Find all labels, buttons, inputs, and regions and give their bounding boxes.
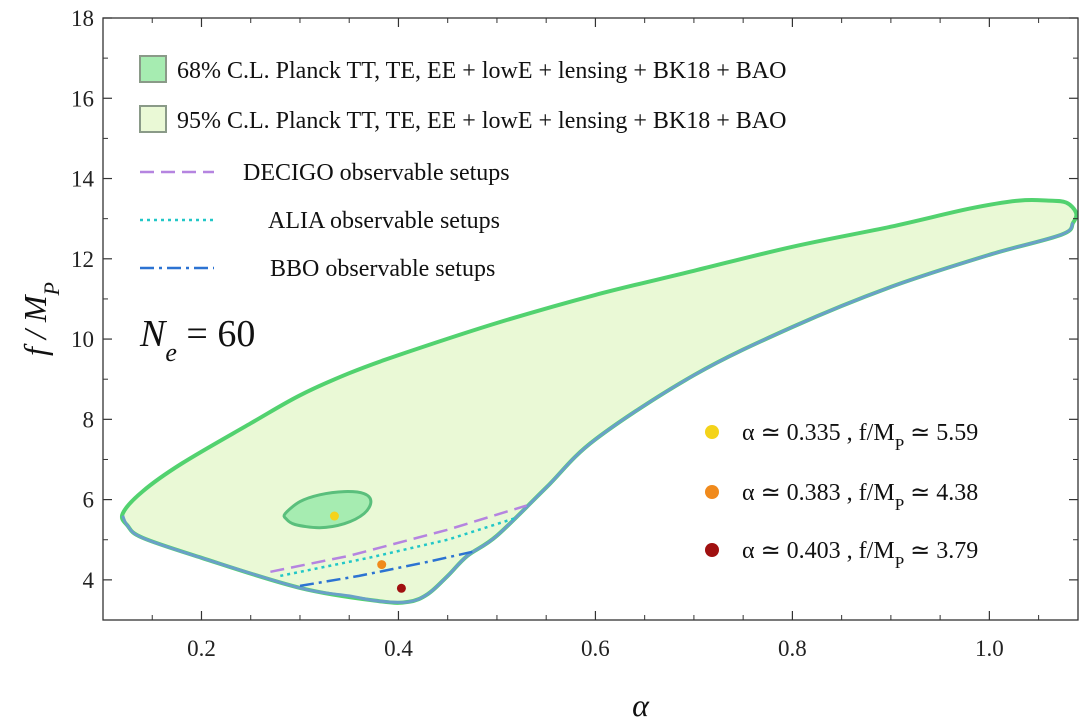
legend-item-box68: 68% C.L. Planck TT, TE, EE + lowE + lens… — [139, 55, 786, 84]
legend-label-box68: 68% C.L. Planck TT, TE, EE + lowE + lens… — [177, 58, 786, 84]
plot-area — [119, 197, 1078, 605]
points-legend-marker — [705, 485, 719, 499]
points-legend-item: α ≃ 0.335 , f/MP ≃ 5.59 — [705, 420, 978, 454]
data-point-2 — [377, 560, 387, 570]
y-tick-label: 6 — [83, 488, 95, 513]
legend-label-box95: 95% C.L. Planck TT, TE, EE + lowE + lens… — [177, 108, 786, 134]
points-legend-label-sub: P — [895, 553, 904, 572]
ne-N: N — [139, 313, 168, 355]
ne-annotation: Ne = 60 — [139, 313, 255, 367]
y-tick-label: 8 — [83, 407, 95, 432]
points-legend-item: α ≃ 0.403 , f/MP ≃ 3.79 — [705, 538, 978, 572]
points-legend-label-tail: ≃ 5.59 — [904, 420, 978, 446]
x-tick-label: 0.8 — [778, 636, 807, 661]
points-legend-label-tail: ≃ 4.38 — [904, 480, 978, 506]
x-tick-label: 0.6 — [581, 636, 610, 661]
points-legend-label-sub: P — [895, 495, 904, 514]
legend-item-bbo: BBO observable setups — [140, 256, 495, 282]
legend-item-decigo: DECIGO observable setups — [140, 160, 510, 186]
ne-rest: = 60 — [177, 313, 255, 355]
y-axis-label-sub: P — [39, 282, 64, 296]
legend: 68% C.L. Planck TT, TE, EE + lowE + lens… — [139, 55, 978, 572]
points-legend-label-main: α ≃ 0.335 , f/M — [742, 420, 895, 446]
x-axis-label: α — [632, 687, 650, 723]
points-legend-label-main: α ≃ 0.403 , f/M — [742, 538, 895, 564]
y-tick-label: 18 — [71, 6, 94, 31]
points-legend-label: α ≃ 0.335 , f/MP ≃ 5.59 — [742, 420, 978, 454]
y-axis-label: f / MP — [17, 282, 64, 356]
legend-item-box95: 95% C.L. Planck TT, TE, EE + lowE + lens… — [139, 105, 786, 134]
y-axis-label-main: f / M — [17, 293, 53, 356]
region-68-cl — [282, 490, 373, 530]
points-legend-label: α ≃ 0.403 , f/MP ≃ 3.79 — [742, 538, 978, 572]
ne-sub: e — [165, 338, 177, 367]
x-tick-label: 0.2 — [187, 636, 216, 661]
legend-swatch-box68 — [139, 55, 167, 83]
y-tick-label: 4 — [83, 568, 95, 593]
x-tick-label: 0.4 — [384, 636, 413, 661]
data-point-3 — [396, 583, 406, 593]
points-legend-label-tail: ≃ 3.79 — [904, 538, 978, 564]
axes: 0.2 0.4 0.6 0.8 1.0 4 6 8 10 12 14 16 18 — [71, 6, 1079, 661]
y-tick-label: 16 — [71, 86, 94, 111]
legend-label-decigo: DECIGO observable setups — [243, 160, 510, 186]
x-tick-label: 1.0 — [975, 636, 1004, 661]
points-legend-marker — [705, 543, 719, 557]
legend-label-bbo: BBO observable setups — [270, 256, 495, 282]
plot-frame — [102, 17, 1079, 621]
labels: α f / MP Ne = 60 — [17, 282, 650, 723]
data-point-1 — [329, 511, 339, 521]
legend-item-alia: ALIA observable setups — [140, 208, 500, 234]
points-legend-item: α ≃ 0.383 , f/MP ≃ 4.38 — [705, 480, 978, 514]
points-legend-label-main: α ≃ 0.383 , f/M — [742, 480, 895, 506]
decigo-line — [270, 504, 527, 574]
y-tick-label: 10 — [71, 327, 94, 352]
region-95-lower-edge — [121, 221, 1075, 604]
y-tick-label: 14 — [71, 167, 95, 192]
points-legend-label-sub: P — [895, 435, 904, 454]
bbo-line — [299, 550, 473, 588]
points-legend-label: α ≃ 0.383 , f/MP ≃ 4.38 — [742, 480, 978, 514]
points-legend-marker — [705, 425, 719, 439]
plot-content — [119, 197, 1078, 605]
y-tick-label: 12 — [71, 247, 94, 272]
legend-swatch-box95 — [139, 105, 167, 133]
legend-label-alia: ALIA observable setups — [268, 208, 500, 234]
